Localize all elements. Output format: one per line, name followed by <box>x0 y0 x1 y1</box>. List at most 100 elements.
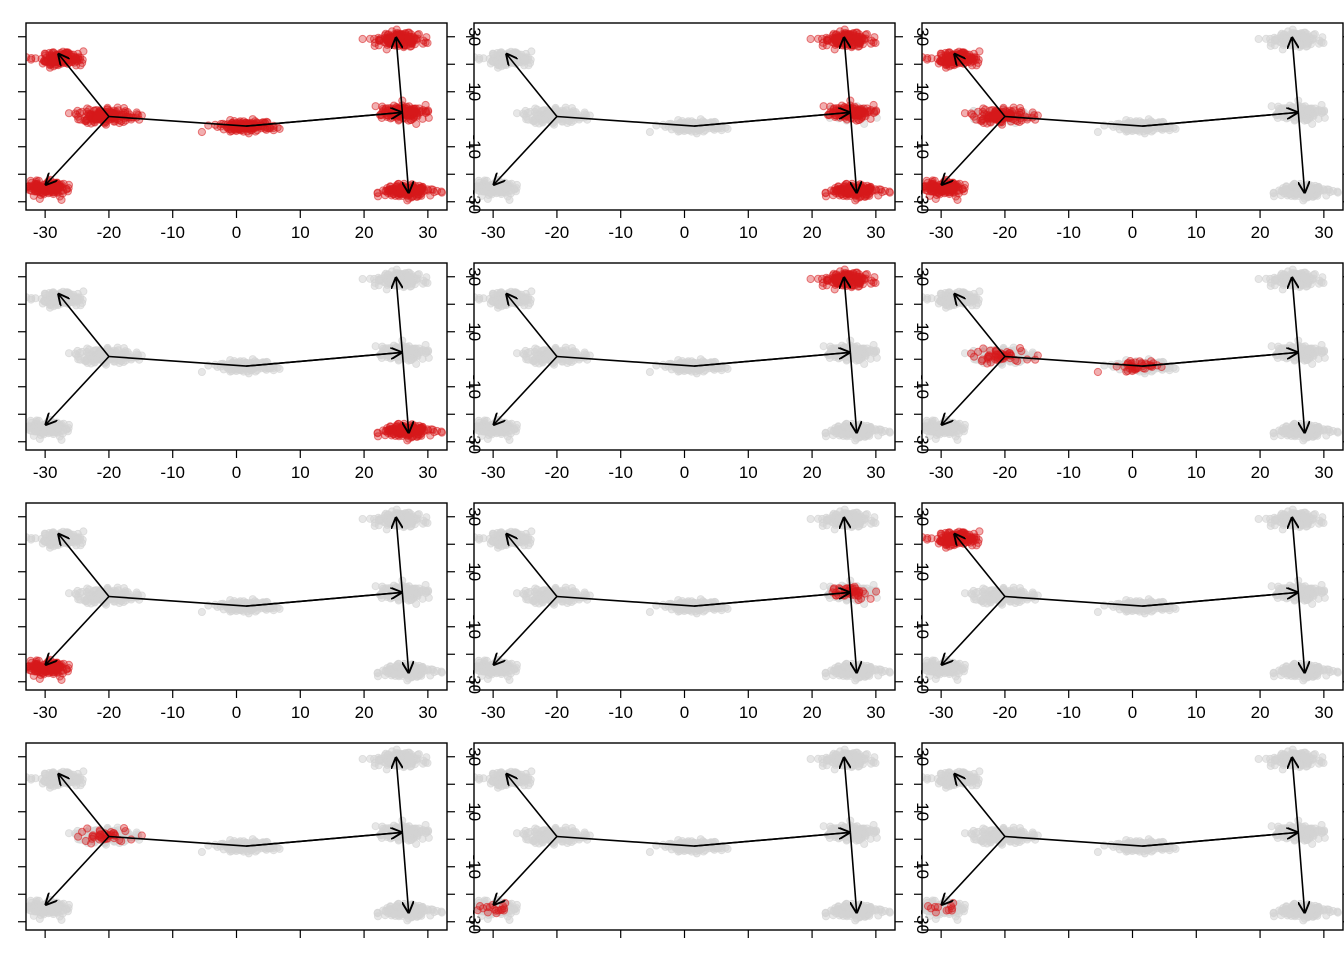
trajectory-arrow <box>849 112 856 193</box>
data-point <box>493 49 502 58</box>
x-tick-label: 0 <box>1128 223 1137 242</box>
data-point <box>1299 196 1308 205</box>
data-point <box>79 287 88 296</box>
data-point <box>524 115 533 124</box>
highlighted-data-point <box>999 103 1008 113</box>
data-point <box>475 54 484 63</box>
highlighted-data-point <box>358 34 367 44</box>
data-point <box>83 344 92 353</box>
highlighted-data-point <box>45 48 54 58</box>
data-point <box>714 124 723 133</box>
x-tick-label: 20 <box>355 223 374 242</box>
highlighted-data-point <box>851 196 860 205</box>
highlighted-data-point <box>197 127 206 137</box>
x-tick-label: 10 <box>291 463 310 482</box>
data-point <box>690 124 699 133</box>
data-point <box>393 275 402 284</box>
trajectory-arrow <box>396 37 404 113</box>
data-point <box>721 123 730 132</box>
highlighted-data-point <box>72 54 81 63</box>
data-point <box>45 288 54 297</box>
x-tick-label: -20 <box>993 223 1018 242</box>
data-point <box>47 427 56 436</box>
data-point <box>487 188 496 197</box>
highlighted-data-point <box>934 59 943 68</box>
highlighted-data-point <box>974 58 983 68</box>
highlighted-data-point <box>806 34 815 44</box>
highlighted-data-point <box>373 192 383 201</box>
trajectory-arrow <box>45 115 110 186</box>
highlighted-data-point <box>96 110 105 119</box>
data-point <box>1289 35 1298 44</box>
highlighted-data-point <box>12 188 19 195</box>
highlighted-data-point <box>1023 115 1032 124</box>
highlighted-data-point <box>26 183 32 192</box>
data-point <box>386 274 395 283</box>
highlighted-data-point <box>273 123 282 132</box>
data-point <box>1291 189 1300 198</box>
data-point <box>1169 123 1178 132</box>
highlighted-data-point <box>18 183 25 190</box>
highlighted-data-point <box>943 187 952 196</box>
highlighted-data-point <box>412 119 421 129</box>
highlighted-data-point <box>47 187 56 196</box>
highlighted-data-point <box>862 29 872 39</box>
data-point <box>38 299 47 308</box>
x-tick-label: 0 <box>232 463 241 482</box>
highlighted-data-point <box>64 180 74 189</box>
data-point <box>12 428 19 435</box>
highlighted-data-point <box>384 427 393 436</box>
highlighted-data-point <box>371 102 380 111</box>
data-point <box>1310 30 1319 39</box>
data-point <box>55 432 64 441</box>
highlighted-data-point <box>26 182 27 187</box>
data-point <box>46 303 55 312</box>
highlighted-data-point <box>972 115 981 124</box>
highlighted-data-point <box>992 110 1001 119</box>
x-tick-label: -20 <box>97 223 122 242</box>
data-point <box>1282 34 1291 43</box>
data-point <box>1254 35 1263 44</box>
highlighted-data-point <box>975 47 984 56</box>
x-tick-label: -30 <box>33 223 58 242</box>
data-point <box>371 342 380 351</box>
highlighted-data-point <box>399 40 409 49</box>
highlighted-data-point <box>414 29 423 39</box>
data-point <box>39 428 48 437</box>
data-point <box>399 280 408 289</box>
highlighted-data-point <box>885 188 895 197</box>
data-point <box>1300 32 1309 41</box>
data-point <box>18 423 25 430</box>
trajectory-arrow <box>1141 112 1298 127</box>
highlighted-data-point <box>45 63 55 72</box>
data-point <box>521 106 530 115</box>
x-tick-label: 30 <box>1314 223 1333 242</box>
highlighted-data-point <box>411 185 420 194</box>
data-point <box>520 54 529 63</box>
data-point <box>197 367 206 376</box>
x-tick-label: 30 <box>418 463 437 482</box>
data-point <box>27 294 36 303</box>
data-point <box>503 192 512 201</box>
data-point <box>76 355 85 364</box>
trajectory-arrow <box>693 112 850 127</box>
data-point <box>544 110 553 119</box>
highlighted-data-point <box>38 59 47 68</box>
data-point <box>96 350 105 359</box>
highlighted-data-point <box>384 187 393 196</box>
highlighted-data-point <box>978 112 987 121</box>
highlighted-data-point <box>393 35 402 44</box>
highlighted-data-point <box>222 123 232 132</box>
highlighted-data-point <box>821 192 831 201</box>
trajectory-arrow <box>954 53 1006 118</box>
x-tick-label: 0 <box>680 223 689 242</box>
highlighted-data-point <box>78 58 87 68</box>
highlighted-data-point <box>27 54 36 63</box>
highlighted-data-point <box>960 109 970 118</box>
highlighted-data-point <box>851 32 861 41</box>
highlighted-data-point <box>869 38 878 47</box>
trajectory-arrow <box>245 112 402 127</box>
highlighted-data-point <box>266 124 275 133</box>
highlighted-data-point <box>64 109 74 118</box>
